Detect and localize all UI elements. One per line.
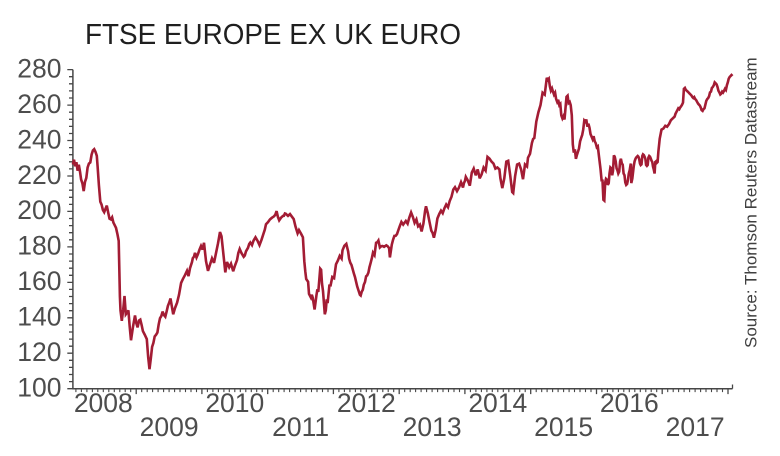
- svg-text:Source: Thomson Reuters Datast: Source: Thomson Reuters Datastream: [742, 57, 761, 348]
- svg-text:2010: 2010: [205, 388, 264, 418]
- svg-text:2017: 2017: [666, 412, 725, 442]
- svg-text:100: 100: [17, 373, 61, 403]
- svg-text:280: 280: [17, 53, 61, 83]
- svg-text:140: 140: [17, 302, 61, 332]
- svg-text:200: 200: [17, 195, 61, 225]
- svg-text:2011: 2011: [272, 412, 329, 442]
- svg-text:2014: 2014: [468, 388, 527, 418]
- svg-text:180: 180: [17, 231, 61, 261]
- svg-text:2008: 2008: [74, 388, 133, 418]
- svg-text:2012: 2012: [337, 388, 396, 418]
- svg-text:2015: 2015: [534, 412, 593, 442]
- svg-text:120: 120: [17, 337, 61, 367]
- svg-text:160: 160: [17, 266, 61, 296]
- svg-text:FTSE EUROPE EX UK EURO: FTSE EUROPE EX UK EURO: [85, 19, 461, 51]
- svg-text:2013: 2013: [403, 412, 462, 442]
- svg-text:260: 260: [17, 89, 61, 119]
- svg-text:2009: 2009: [140, 412, 199, 442]
- svg-text:220: 220: [17, 160, 61, 190]
- svg-text:2016: 2016: [600, 388, 659, 418]
- svg-text:240: 240: [17, 124, 61, 154]
